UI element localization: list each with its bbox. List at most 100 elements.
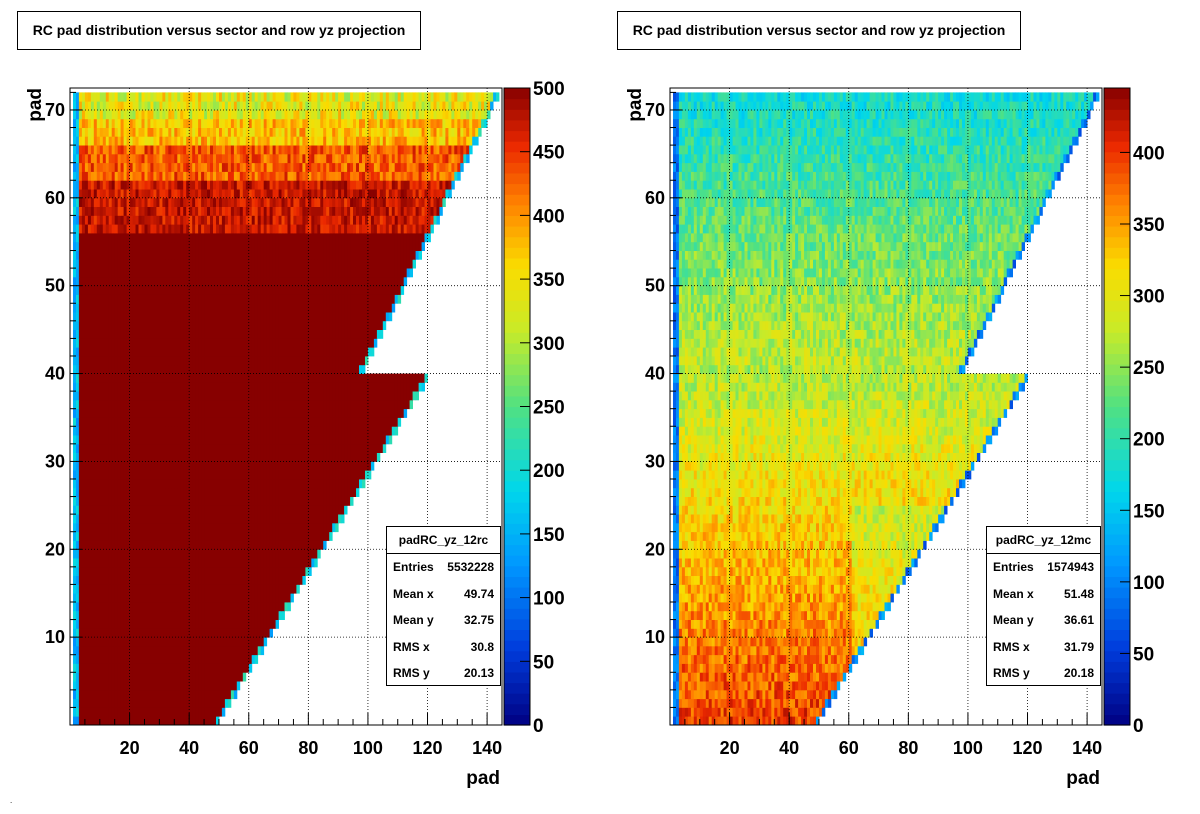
heatmap-cell (260, 399, 265, 410)
heatmap-cell (233, 575, 238, 585)
heatmap-cell (144, 645, 148, 656)
heatmap-cell (278, 566, 282, 576)
heatmap-cell (233, 435, 238, 445)
heatmap-cell (120, 628, 124, 638)
heatmap-cell (84, 399, 89, 410)
heatmap-cell (230, 364, 235, 374)
heatmap-cell (129, 716, 133, 726)
heatmap-cell (311, 558, 315, 568)
heatmap-cell (108, 329, 113, 339)
heatmap-cell (257, 399, 262, 410)
heatmap-cell (293, 356, 297, 366)
heatmap-cell (195, 338, 199, 348)
heatmap-cell (111, 268, 116, 278)
heatmap-cell (400, 268, 405, 278)
heatmap-cell (132, 303, 136, 313)
heatmap-cell (287, 549, 291, 559)
heatmap-cell (230, 672, 235, 682)
heatmap-cell (195, 531, 199, 541)
heatmap-cell (141, 259, 145, 269)
heatmap-cell (141, 285, 145, 295)
heatmap-cell (108, 681, 113, 691)
heatmap-cell (266, 593, 270, 603)
heatmap-cell (126, 716, 130, 726)
heatmap-cell (93, 487, 98, 497)
heatmap-cell (230, 408, 235, 418)
heatmap-cell (84, 558, 89, 568)
heatmap-cell (242, 417, 247, 427)
heatmap-cell (204, 707, 208, 717)
heatmap-cell (159, 479, 163, 489)
heatmap-cell (201, 628, 205, 638)
heatmap-cell (73, 285, 77, 295)
heatmap-cell (251, 514, 256, 524)
heatmap-cell (254, 338, 259, 348)
heatmap-cell (120, 356, 124, 366)
heatmap-cell (180, 540, 184, 550)
heatmap-cell (171, 540, 175, 550)
heatmap-cell (183, 496, 187, 506)
heatmap-cell (344, 285, 348, 295)
heatmap-cell (192, 391, 196, 401)
heatmap-cell (73, 435, 77, 445)
heatmap-cell (177, 452, 181, 462)
heatmap-cell (236, 610, 241, 620)
heatmap-cell (147, 364, 151, 374)
heatmap-cell (78, 522, 83, 533)
heatmap-cell (251, 602, 256, 612)
heatmap-cell (230, 575, 235, 585)
heatmap-cell (78, 408, 83, 418)
heatmap-cell (314, 443, 318, 453)
heatmap-cell (105, 443, 110, 453)
heatmap-cell (213, 689, 217, 700)
heatmap-cell (227, 443, 232, 453)
heatmap-cell (87, 391, 92, 401)
heatmap-cell (314, 399, 318, 410)
heatmap-cell (248, 312, 253, 322)
heatmap-cell (87, 514, 92, 524)
heatmap-cell (87, 461, 92, 471)
heatmap-cell (263, 435, 268, 445)
heatmap-cell (311, 417, 315, 427)
heatmap-cell (213, 399, 217, 410)
heatmap-cell (171, 496, 175, 506)
heatmap-cell (317, 496, 321, 506)
heatmap-cell (335, 443, 339, 453)
heatmap-cell (370, 268, 375, 278)
heatmap-cell (189, 329, 193, 339)
heatmap-cell (248, 294, 253, 304)
heatmap-cell (227, 417, 232, 427)
heatmap-cell (177, 707, 181, 717)
heatmap-cell (221, 566, 226, 576)
heatmap-cell (73, 540, 77, 550)
heatmap-cell (314, 505, 318, 515)
heatmap-cell (114, 408, 119, 418)
heatmap-cell (257, 575, 262, 585)
heatmap-cell (111, 382, 116, 392)
heatmap-cell (150, 399, 154, 410)
heatmap-cell (90, 566, 95, 576)
heatmap-cell (162, 487, 166, 497)
heatmap-cell (156, 399, 160, 410)
heatmap-cell (105, 408, 110, 418)
heatmap-cell (221, 514, 226, 524)
heatmap-cell (147, 241, 151, 251)
heatmap-cell (287, 338, 291, 348)
heatmap-cell (323, 356, 327, 366)
heatmap-cell (90, 549, 95, 559)
heatmap-cell (356, 294, 360, 304)
heatmap-cell (242, 575, 247, 585)
heatmap-cell (177, 320, 181, 330)
heatmap-cell (141, 408, 145, 418)
heatmap-cell (138, 619, 142, 629)
heatmap-cell (216, 268, 220, 278)
heatmap-cell (382, 435, 387, 445)
heatmap-cell (350, 479, 354, 489)
heatmap-cell (257, 312, 262, 322)
heatmap-cell (257, 435, 262, 445)
heatmap-cell (195, 356, 199, 366)
heatmap-cell (111, 549, 116, 559)
heatmap-cell (192, 276, 196, 287)
heatmap-cell (248, 285, 253, 295)
heatmap-cell (111, 241, 116, 251)
